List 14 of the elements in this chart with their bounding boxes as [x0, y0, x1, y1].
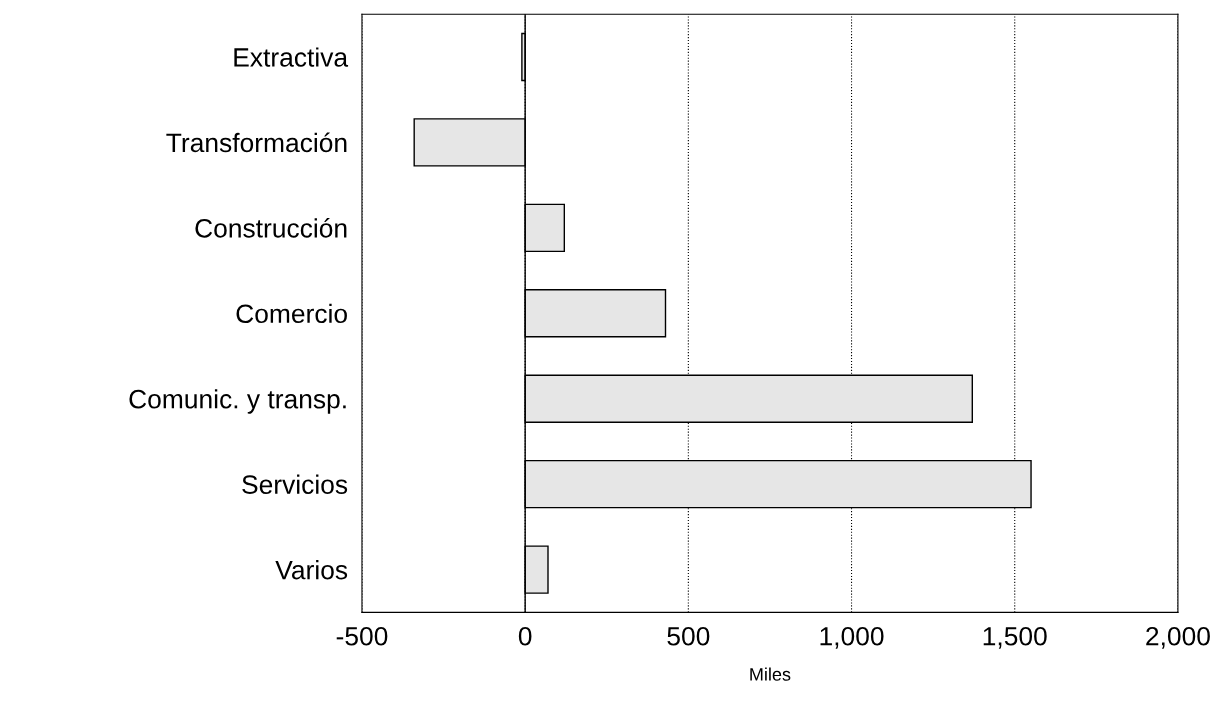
y-tick-label: Extractiva	[234, 47, 349, 67]
x-tick-label: 1,500	[983, 626, 1047, 649]
y-tick-label: Construcción	[195, 217, 347, 238]
x-tick-label: -500	[336, 626, 388, 646]
y-tick-label: Servicios	[242, 474, 348, 494]
y-tick-label: Transformación	[166, 132, 347, 153]
y-tick-label: Comunic. y transp.	[129, 389, 346, 414]
x-axis-title: Miles	[750, 667, 791, 681]
x-tick-label: 0	[518, 626, 532, 646]
x-tick-label: 2,000	[1146, 626, 1210, 649]
y-tick-label: Varios	[275, 560, 348, 580]
y-tick-label: Comercio	[236, 303, 347, 324]
x-tick-label: 500	[667, 626, 710, 646]
x-tick-label: 1,000	[820, 626, 884, 649]
